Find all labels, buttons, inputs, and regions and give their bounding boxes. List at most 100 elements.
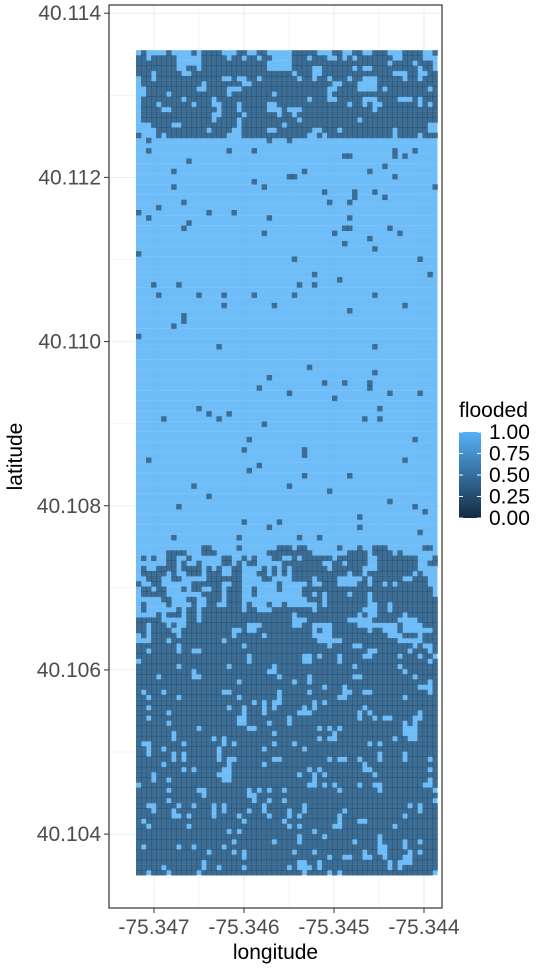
unflooded-cell bbox=[246, 617, 252, 623]
unflooded-cell bbox=[387, 839, 393, 845]
unflooded-cell bbox=[407, 70, 413, 77]
unflooded-cell bbox=[146, 689, 152, 696]
unflooded-cell bbox=[161, 854, 167, 861]
unflooded-cell bbox=[276, 643, 283, 649]
unflooded-cell bbox=[291, 550, 298, 556]
unflooded-cell bbox=[151, 668, 157, 675]
unflooded-cell bbox=[306, 570, 313, 577]
unflooded-cell bbox=[316, 96, 323, 103]
unflooded-cell bbox=[271, 766, 278, 773]
unflooded-cell bbox=[397, 230, 403, 237]
unflooded-cell bbox=[191, 710, 197, 716]
unflooded-cell bbox=[146, 457, 152, 464]
unflooded-cell bbox=[261, 132, 268, 139]
unflooded-cell bbox=[412, 132, 418, 139]
unflooded-cell bbox=[256, 849, 263, 855]
unflooded-cell bbox=[231, 720, 237, 727]
unflooded-cell bbox=[166, 81, 172, 87]
unflooded-cell bbox=[261, 854, 268, 861]
unflooded-cell bbox=[382, 648, 388, 654]
unflooded-cell bbox=[211, 684, 217, 690]
unflooded-cell bbox=[306, 694, 313, 701]
unflooded-cell bbox=[321, 555, 328, 562]
unflooded-cell bbox=[387, 565, 393, 572]
unflooded-cell bbox=[166, 653, 172, 659]
unflooded-cell bbox=[241, 674, 247, 680]
unflooded-cell bbox=[326, 132, 333, 139]
unflooded-cell bbox=[342, 792, 348, 799]
unflooded-cell bbox=[397, 668, 403, 675]
unflooded-cell bbox=[151, 101, 157, 108]
unflooded-cell bbox=[407, 813, 413, 819]
unflooded-cell bbox=[261, 772, 268, 778]
unflooded-cell bbox=[397, 689, 403, 696]
unflooded-cell bbox=[201, 751, 207, 757]
unflooded-cell bbox=[352, 75, 358, 82]
unflooded-cell bbox=[291, 839, 298, 845]
unflooded-cell bbox=[326, 555, 333, 562]
unflooded-cell bbox=[387, 648, 393, 654]
unflooded-cell bbox=[311, 741, 318, 747]
unflooded-cell bbox=[417, 761, 423, 768]
unflooded-cell bbox=[387, 710, 393, 716]
unflooded-cell bbox=[266, 725, 273, 732]
unflooded-cell bbox=[377, 60, 383, 67]
unflooded-cell bbox=[412, 560, 418, 567]
unflooded-cell bbox=[362, 746, 368, 752]
unflooded-cell bbox=[337, 622, 343, 629]
unflooded-cell bbox=[216, 828, 222, 835]
unflooded-cell bbox=[382, 833, 388, 840]
unflooded-cell bbox=[342, 637, 348, 644]
unflooded-cell bbox=[206, 81, 212, 87]
unflooded-cell bbox=[291, 101, 298, 108]
unflooded-cell bbox=[301, 586, 308, 592]
unflooded-cell bbox=[372, 828, 378, 835]
unflooded-cell bbox=[286, 787, 293, 794]
unflooded-cell bbox=[206, 581, 212, 587]
unflooded-cell bbox=[407, 705, 413, 711]
unflooded-cell bbox=[196, 122, 202, 128]
unflooded-cell bbox=[151, 823, 157, 830]
unflooded-cell bbox=[136, 70, 142, 77]
unflooded-cell bbox=[412, 756, 418, 763]
unflooded-cell bbox=[261, 766, 268, 773]
unflooded-cell bbox=[352, 679, 358, 685]
unflooded-cell bbox=[347, 91, 353, 97]
unflooded-cell bbox=[231, 601, 237, 608]
unflooded-cell bbox=[331, 849, 338, 855]
unflooded-cell bbox=[321, 720, 328, 727]
unflooded-cell bbox=[377, 70, 383, 77]
unflooded-cell bbox=[321, 859, 328, 866]
unflooded-cell bbox=[347, 797, 353, 804]
unflooded-cell bbox=[191, 612, 197, 618]
unflooded-cell bbox=[296, 81, 303, 87]
unflooded-cell bbox=[226, 694, 232, 701]
unflooded-cell bbox=[171, 668, 177, 675]
unflooded-cell bbox=[362, 730, 368, 737]
unflooded-cell bbox=[402, 81, 408, 87]
unflooded-cell bbox=[146, 710, 152, 716]
unflooded-cell bbox=[176, 870, 182, 876]
unflooded-cell bbox=[201, 818, 207, 825]
unflooded-cell bbox=[352, 560, 358, 567]
unflooded-cell bbox=[221, 70, 227, 77]
unflooded-cell bbox=[206, 844, 212, 850]
unflooded-cell bbox=[422, 622, 428, 629]
unflooded-cell bbox=[256, 65, 263, 72]
unflooded-cell bbox=[221, 617, 227, 623]
unflooded-cell bbox=[176, 132, 182, 139]
unflooded-cell bbox=[296, 668, 303, 675]
unflooded-cell bbox=[357, 792, 363, 799]
unflooded-cell bbox=[331, 668, 338, 675]
unflooded-cell bbox=[226, 746, 232, 752]
unflooded-cell bbox=[251, 715, 257, 721]
unflooded-cell bbox=[417, 663, 423, 670]
unflooded-cell bbox=[362, 117, 368, 123]
unflooded-cell bbox=[186, 127, 192, 134]
unflooded-cell bbox=[251, 828, 257, 835]
unflooded-cell bbox=[281, 570, 288, 577]
unflooded-cell bbox=[337, 570, 343, 577]
unflooded-cell bbox=[271, 627, 278, 634]
unflooded-cell bbox=[136, 839, 142, 845]
unflooded-cell bbox=[402, 457, 408, 464]
